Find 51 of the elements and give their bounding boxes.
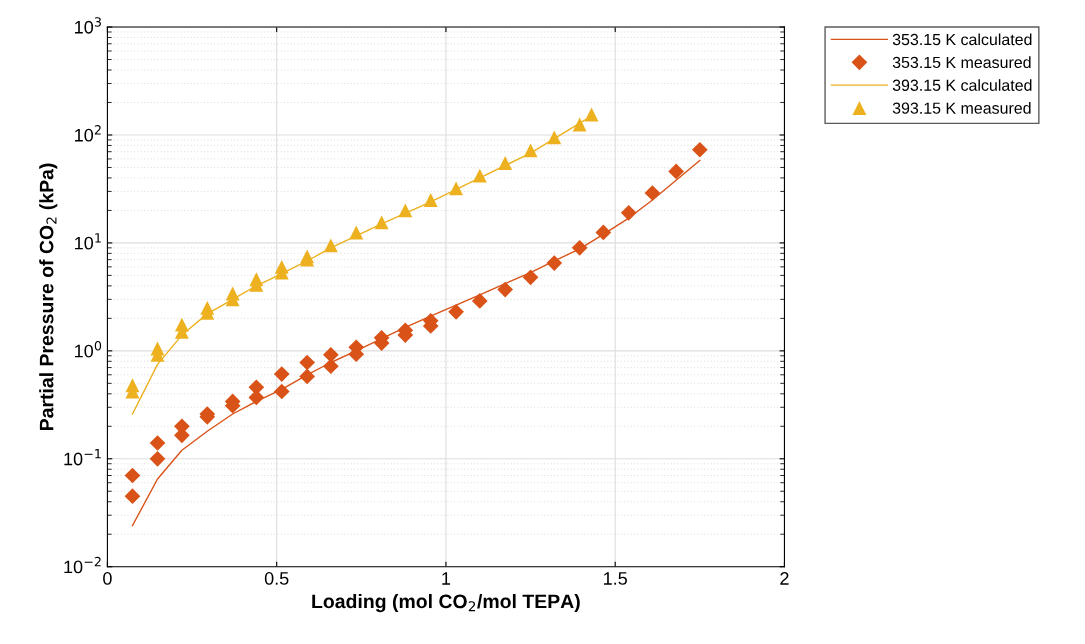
- x-tick-label: 1.5: [604, 572, 627, 585]
- y-tick-label: 10$^{3}$: [75, 17, 101, 34]
- point: [149, 435, 166, 451]
- point: [398, 203, 413, 218]
- point: [471, 293, 488, 309]
- point: [572, 117, 587, 132]
- point: [322, 346, 339, 363]
- legend-label: 353.15 K calculated: [892, 33, 1032, 46]
- x-tick-label: 0: [103, 572, 112, 585]
- point: [423, 193, 438, 207]
- point: [374, 215, 389, 230]
- point: [644, 185, 661, 201]
- point: [522, 269, 539, 286]
- point: [571, 240, 588, 256]
- point: [273, 383, 290, 400]
- point: [323, 238, 338, 253]
- point: [691, 141, 708, 158]
- point: [498, 156, 513, 170]
- x-tick-label: 1: [442, 572, 451, 585]
- legend-label: 353.15 K measured: [892, 56, 1031, 69]
- y-tick-label: 10$^{−1}$: [64, 449, 101, 466]
- line-series: [131, 159, 701, 527]
- point: [124, 488, 141, 505]
- legend-label: 393.15 K calculated: [892, 79, 1032, 91]
- point: [584, 107, 599, 122]
- point: [449, 181, 464, 196]
- y-tick-label: 10$^{−2}$: [64, 556, 101, 574]
- x-tick-label: 0.5: [264, 572, 289, 585]
- y-tick-label: 10$^{1}$: [75, 233, 101, 250]
- point: [523, 143, 538, 158]
- point: [124, 467, 141, 484]
- point: [448, 303, 464, 320]
- legend-label: 393.15 K measured: [892, 102, 1031, 114]
- point: [620, 204, 637, 221]
- x-tick-label: 2: [780, 572, 789, 585]
- point: [273, 366, 290, 382]
- point: [668, 163, 684, 180]
- point: [349, 225, 364, 240]
- point: [497, 281, 514, 298]
- point: [299, 354, 315, 371]
- point: [149, 450, 166, 467]
- point: [322, 358, 339, 375]
- point: [547, 130, 562, 145]
- y-axis-title: Partial Pressure of CO$_{2}$ (kPa): [39, 163, 58, 431]
- point: [595, 224, 612, 241]
- point: [546, 255, 563, 271]
- y-tick-label: 10$^{2}$: [75, 125, 101, 142]
- point: [472, 168, 487, 183]
- y-tick-label: 10$^{0}$: [75, 340, 102, 358]
- point: [299, 368, 315, 385]
- x-axis-title: Loading (mol CO$_{2}$/mol TEPA): [312, 593, 580, 613]
